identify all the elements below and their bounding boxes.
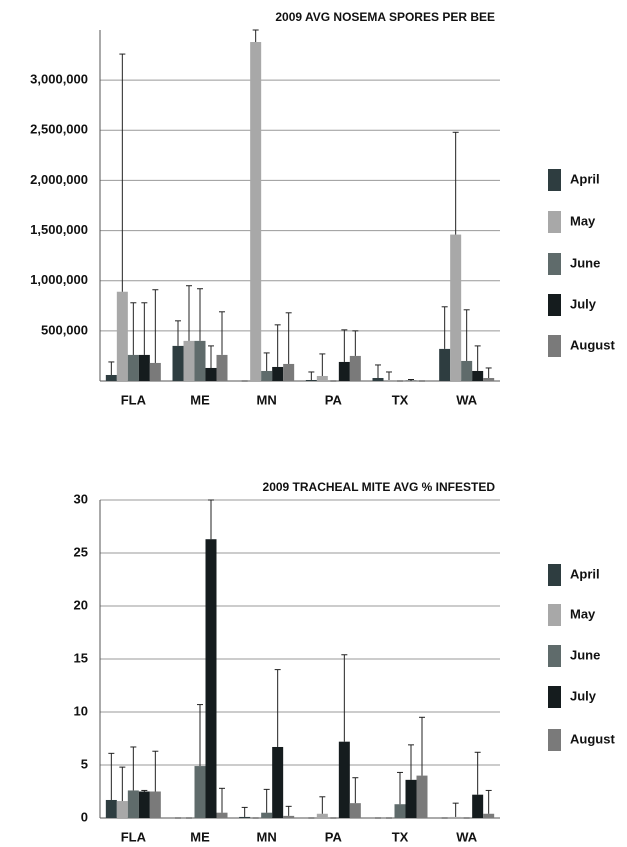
x-tick-label: MN bbox=[257, 829, 277, 844]
bar bbox=[116, 801, 128, 818]
bar bbox=[349, 355, 361, 381]
bar bbox=[405, 380, 417, 381]
y-tick-label: 1,000,000 bbox=[30, 272, 88, 287]
x-tick-label: ME bbox=[190, 829, 210, 844]
x-tick-label: TX bbox=[392, 829, 409, 844]
y-tick-label: 10 bbox=[74, 703, 88, 718]
bar bbox=[272, 366, 284, 381]
bar bbox=[127, 354, 139, 381]
y-tick-label: 500,000 bbox=[41, 322, 88, 337]
bar bbox=[239, 816, 251, 818]
legend-swatch bbox=[548, 604, 561, 626]
legend-swatch bbox=[548, 211, 561, 233]
bar bbox=[138, 354, 150, 381]
bar bbox=[472, 370, 484, 381]
bar bbox=[316, 375, 328, 381]
legend-label: April bbox=[570, 566, 600, 581]
legend-swatch bbox=[548, 253, 561, 275]
bar bbox=[127, 790, 139, 818]
legend-label: June bbox=[570, 255, 600, 270]
bar bbox=[483, 377, 495, 381]
y-tick-label: 30 bbox=[74, 491, 88, 506]
x-tick-label: MN bbox=[257, 392, 277, 407]
bar bbox=[205, 539, 217, 818]
bar bbox=[116, 291, 128, 381]
bar bbox=[450, 816, 462, 818]
x-tick-label: PA bbox=[325, 392, 343, 407]
bar bbox=[405, 779, 417, 818]
legend-swatch bbox=[548, 564, 561, 586]
bar bbox=[305, 379, 317, 381]
bar bbox=[216, 354, 228, 381]
bar bbox=[149, 791, 161, 818]
y-tick-label: 25 bbox=[74, 544, 88, 559]
bar bbox=[416, 775, 428, 818]
bar bbox=[216, 812, 228, 818]
legend-swatch bbox=[548, 686, 561, 708]
legend-swatch bbox=[548, 729, 561, 751]
y-tick-label: 2,000,000 bbox=[30, 172, 88, 187]
bar bbox=[439, 348, 451, 381]
bar bbox=[149, 362, 161, 381]
bar bbox=[261, 812, 273, 818]
bar bbox=[105, 374, 117, 381]
bar bbox=[194, 766, 206, 818]
x-tick-label: WA bbox=[456, 829, 478, 844]
y-tick-label: 1,500,000 bbox=[30, 222, 88, 237]
bar bbox=[194, 340, 206, 381]
legend-swatch bbox=[548, 645, 561, 667]
legend-label: August bbox=[570, 337, 615, 352]
y-tick-label: 0 bbox=[81, 809, 88, 824]
x-tick-label: FLA bbox=[121, 392, 147, 407]
bar bbox=[283, 815, 295, 818]
x-tick-label: PA bbox=[325, 829, 343, 844]
y-tick-label: 2,500,000 bbox=[30, 122, 88, 137]
bar bbox=[172, 345, 184, 381]
bar bbox=[283, 363, 295, 381]
legend-label: August bbox=[570, 731, 615, 746]
legend-swatch bbox=[548, 169, 561, 191]
bar bbox=[183, 340, 195, 381]
bar bbox=[338, 361, 350, 381]
legend-label: July bbox=[570, 688, 597, 703]
bar bbox=[383, 379, 395, 381]
bar bbox=[316, 813, 328, 818]
legend-label: April bbox=[570, 171, 600, 186]
legend-label: June bbox=[570, 647, 600, 662]
bar bbox=[461, 360, 473, 381]
bar bbox=[272, 746, 284, 818]
legend-swatch bbox=[548, 294, 561, 316]
chart-title: 2009 AVG NOSEMA SPORES PER BEE bbox=[275, 10, 495, 24]
legend-label: July bbox=[570, 296, 597, 311]
bar bbox=[205, 367, 217, 381]
bar bbox=[450, 234, 462, 381]
y-tick-label: 5 bbox=[81, 756, 88, 771]
x-tick-label: TX bbox=[392, 392, 409, 407]
y-tick-label: 3,000,000 bbox=[30, 72, 88, 87]
bar bbox=[349, 803, 361, 818]
legend-swatch bbox=[548, 335, 561, 357]
bar bbox=[338, 741, 350, 818]
bar bbox=[105, 799, 117, 818]
x-tick-label: WA bbox=[456, 392, 478, 407]
bar bbox=[250, 42, 262, 381]
bar bbox=[472, 794, 484, 818]
bar bbox=[261, 370, 273, 381]
y-tick-label: 20 bbox=[74, 597, 88, 612]
bar bbox=[483, 813, 495, 818]
x-tick-label: FLA bbox=[121, 829, 147, 844]
bar bbox=[394, 804, 406, 818]
y-tick-label: 15 bbox=[74, 650, 88, 665]
chart-title: 2009 TRACHEAL MITE AVG % INFESTED bbox=[263, 480, 496, 494]
x-tick-label: ME bbox=[190, 392, 210, 407]
legend-label: May bbox=[570, 606, 596, 621]
legend-label: May bbox=[570, 213, 596, 228]
bar bbox=[138, 791, 150, 818]
bar bbox=[372, 377, 384, 381]
